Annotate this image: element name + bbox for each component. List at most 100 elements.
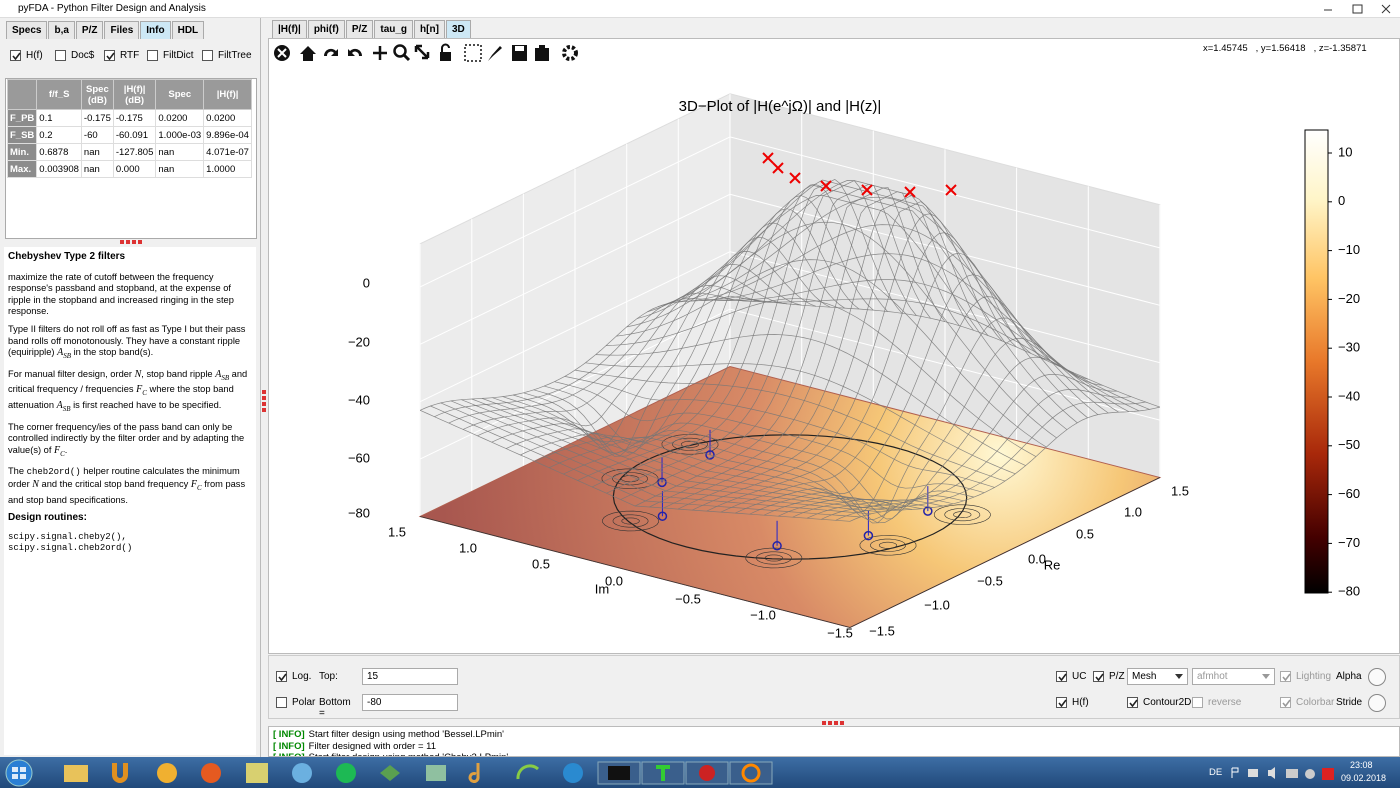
tab[interactable]: Specs <box>6 21 48 39</box>
checkbox[interactable]: FiltDict <box>147 50 194 61</box>
tab[interactable]: Info <box>140 21 171 39</box>
routine: scipy.signal.cheb2ord() <box>8 543 133 554</box>
checkbox-box <box>1056 697 1067 708</box>
lock-icon[interactable] <box>440 52 451 61</box>
tab[interactable]: Files <box>104 21 140 39</box>
table-cell: -0.175 <box>112 109 157 127</box>
checkbox[interactable]: Lighting <box>1280 671 1331 682</box>
style-icon[interactable] <box>488 46 502 61</box>
alpha-label: Alpha <box>1336 671 1362 682</box>
tab[interactable]: tau_g <box>374 20 414 38</box>
taskbar-icons[interactable] <box>0 757 790 788</box>
mesh-line <box>434 298 745 418</box>
checkbox[interactable]: H(f) <box>10 50 43 61</box>
tab[interactable]: P/Z <box>75 21 104 39</box>
math-subscript: C <box>142 389 147 398</box>
table-cell: 0.1 <box>36 109 82 127</box>
clipboard-icon[interactable] <box>535 48 549 61</box>
math-letter: F <box>54 444 61 456</box>
column-header: Spec (dB) <box>80 79 114 110</box>
tray-icons[interactable] <box>1228 765 1338 781</box>
re-tick-label: −1.0 <box>924 597 950 612</box>
check-mark <box>12 52 21 61</box>
dial[interactable] <box>1368 668 1386 686</box>
tab[interactable]: phi(f) <box>307 20 345 38</box>
top-label: Top: <box>319 671 338 682</box>
checkbox[interactable]: H(f) <box>1056 697 1089 708</box>
checkbox-label: Polar <box>292 697 316 708</box>
z-tick-label: −40 <box>348 392 370 407</box>
splitter[interactable] <box>261 390 267 412</box>
checkbox[interactable]: FiltTree <box>202 50 252 61</box>
text-run: Type II filters do not roll off as fast … <box>8 323 246 358</box>
re-tick-label: −1.5 <box>869 623 895 638</box>
checkbox[interactable]: Doc$ <box>55 50 94 61</box>
table-cell: nan <box>80 143 114 161</box>
plot-3d[interactable]: 3D−Plot of |H(e^jΩ)| and |H(z)| 0 −20 −40 −6… <box>268 66 1400 652</box>
zero-marker <box>820 180 832 192</box>
mesh-line <box>729 295 1161 408</box>
language-indicator[interactable]: DE <box>1209 767 1223 778</box>
dial[interactable] <box>1368 694 1386 712</box>
window-controls[interactable] <box>1320 2 1398 16</box>
grid-icon[interactable] <box>464 44 482 62</box>
splitter[interactable] <box>120 239 142 245</box>
checkbox[interactable]: UC <box>1056 671 1086 682</box>
checkbox[interactable]: Log. <box>276 671 311 682</box>
checkbox-box <box>1093 671 1104 682</box>
checkbox-label: FiltTree <box>218 50 252 61</box>
table-cell: 0.003908 <box>36 160 82 178</box>
bottom-label: Bottom = <box>319 697 351 719</box>
pan-icon[interactable] <box>373 46 387 60</box>
combo-box[interactable]: Mesh <box>1127 668 1188 685</box>
checkbox[interactable]: RTF <box>104 50 139 61</box>
table-row: F_SB 0.2 -60 -60.091 1.000e-03 9.896e-04 <box>6 126 252 144</box>
clock-date[interactable]: 09.02.2018 <box>1341 773 1387 783</box>
tab[interactable]: 3D <box>445 20 471 38</box>
math-letter: N <box>134 368 142 380</box>
zoom-icon[interactable] <box>393 44 407 58</box>
table-cell: 0.0200 <box>155 109 205 127</box>
math-symbol: FC <box>191 479 202 492</box>
splitter[interactable] <box>822 720 844 726</box>
contour <box>878 541 898 549</box>
combo-box[interactable]: afmhot <box>1192 668 1275 685</box>
checkbox[interactable]: Polar <box>276 697 315 708</box>
checkbox-label: P/Z <box>1109 671 1125 682</box>
mesh-line <box>491 263 802 446</box>
check-mark <box>1095 673 1104 682</box>
table-cell: 0.2 <box>36 126 82 144</box>
top-input[interactable]: 15 <box>362 668 458 685</box>
tab[interactable]: h[n] <box>414 20 445 38</box>
checkbox[interactable]: reverse <box>1192 697 1241 708</box>
autoscale-icon[interactable] <box>414 44 430 60</box>
text-run: is first reached have to be specified. <box>70 399 222 410</box>
checkbox[interactable]: Contour2D <box>1127 697 1191 708</box>
bottom-input[interactable]: -80 <box>362 694 458 711</box>
re-tick-label: 1.0 <box>1124 504 1142 519</box>
tab[interactable]: P/Z <box>345 20 374 38</box>
contour <box>680 440 700 448</box>
settings-icon[interactable] <box>562 45 578 61</box>
home-icon[interactable] <box>300 46 316 61</box>
forward-icon[interactable] <box>348 48 363 56</box>
clock-time[interactable]: 23:08 <box>1350 760 1373 770</box>
check-mark-line <box>1058 673 1067 682</box>
checkbox[interactable]: Colorbar <box>1280 697 1334 708</box>
tab[interactable]: b,a <box>48 21 75 39</box>
math-symbol: N <box>32 479 39 490</box>
math-subscript: SB <box>63 352 71 361</box>
re-tick-label: 0.0 <box>1028 551 1046 566</box>
colorbar-tick-label: −80 <box>1338 584 1360 599</box>
back-icon[interactable] <box>323 48 338 56</box>
tab[interactable]: |H(f)| <box>272 20 307 38</box>
im-tick-label: 0.0 <box>605 573 623 588</box>
math-symbol: ASB <box>215 369 229 382</box>
tab[interactable]: HDL <box>171 21 205 39</box>
math-symbol: ASB <box>57 347 71 361</box>
text-run: and critical frequency / frequencies <box>8 368 248 395</box>
checkbox[interactable]: P/Z <box>1093 671 1125 682</box>
zero-marker <box>789 172 801 184</box>
check-mark-line <box>1058 699 1067 708</box>
text-run: . <box>64 444 68 455</box>
